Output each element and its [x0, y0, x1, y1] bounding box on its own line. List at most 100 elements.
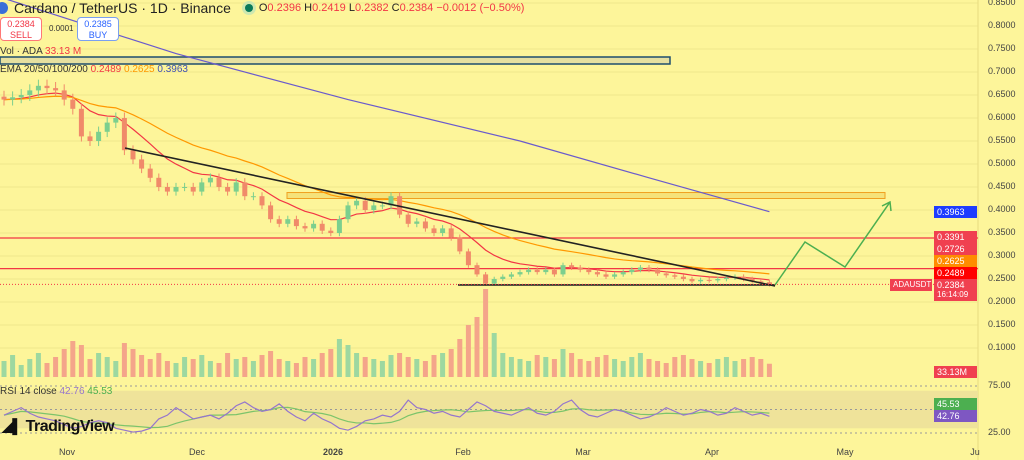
volume-bar: [27, 359, 33, 377]
volume-bar: [517, 359, 523, 377]
price-tick: 0.1500: [988, 319, 1016, 329]
candle: [10, 97, 16, 100]
candle: [715, 279, 721, 281]
price-tick: 0.3000: [988, 250, 1016, 260]
price-tick: 0.5500: [988, 135, 1016, 145]
volume-bar: [371, 359, 377, 377]
candle: [508, 274, 514, 277]
rsi-legend[interactable]: RSI 14 close 42.76 45.53: [0, 386, 113, 397]
price-tick: 0.6000: [988, 112, 1016, 122]
candle: [354, 200, 360, 206]
volume-bar: [35, 353, 41, 377]
price-tick: 0.7500: [988, 43, 1016, 53]
ema-legend[interactable]: EMA 20/50/100/200 0.2489 0.2625 0.3963: [0, 64, 188, 75]
candle: [345, 205, 351, 220]
candle: [259, 196, 265, 206]
volume-bar: [405, 357, 411, 377]
volume-bar: [139, 355, 145, 377]
volume-bar: [689, 359, 695, 377]
price-tick: 0.2500: [988, 273, 1016, 283]
candle: [268, 205, 274, 220]
candle: [216, 177, 222, 187]
volume-bar: [113, 361, 119, 377]
volume-bar: [121, 343, 127, 377]
volume-bar: [715, 359, 721, 377]
volume-label: 33.13M: [934, 366, 977, 378]
volume-bar: [1, 361, 7, 377]
volume-legend[interactable]: Vol · ADA 33.13 M: [0, 46, 82, 57]
volume-bar: [388, 355, 394, 377]
volume-bar: [44, 363, 50, 377]
candle: [319, 223, 325, 231]
volume-bar: [164, 361, 170, 377]
volume-bar: [646, 359, 652, 377]
candle: [61, 90, 67, 100]
candle: [766, 282, 772, 285]
volume-bar: [70, 341, 76, 377]
volume-bar: [250, 361, 256, 377]
candle: [44, 85, 50, 89]
sell-button[interactable]: 0.2384 SELL: [0, 17, 42, 41]
rsi-ma-line: [3, 406, 770, 429]
volume-bar: [61, 349, 67, 377]
ema50-price-label: 0.2625: [934, 255, 977, 267]
rsi-tick: 25.00: [988, 427, 1011, 437]
candle: [706, 279, 712, 281]
volume-bar: [465, 325, 471, 377]
candle: [491, 279, 497, 284]
candle: [758, 281, 764, 283]
price-tick: 0.8000: [988, 20, 1016, 30]
candle: [629, 269, 635, 273]
symbol-price-tag: ADAUSDT: [890, 279, 932, 291]
zone-box: [0, 56, 671, 65]
candle: [328, 230, 334, 233]
volume-bar: [328, 349, 334, 377]
candle: [431, 228, 437, 233]
candle: [147, 168, 153, 178]
volume-bar: [706, 363, 712, 377]
level2-price-label: 0.2726: [934, 243, 977, 255]
buy-button[interactable]: 0.2385 BUY: [77, 17, 119, 41]
volume-bar: [336, 339, 342, 377]
candle: [121, 118, 127, 151]
volume-bar: [483, 289, 489, 377]
ema20-price-label: 0.2489: [934, 267, 977, 279]
tradingview-logo[interactable]: ◢▌ TradingView: [2, 418, 115, 435]
volume-bar: [569, 353, 575, 377]
candle: [207, 177, 213, 183]
volume-bar: [594, 357, 600, 377]
candle: [405, 214, 411, 224]
candle: [474, 265, 480, 275]
candle: [371, 205, 377, 210]
volume-bar: [422, 361, 428, 377]
volume-bar: [577, 359, 583, 377]
time-tick: Apr: [704, 447, 720, 457]
candle: [139, 159, 145, 169]
market-status-icon: [244, 4, 253, 12]
volume-bar: [551, 359, 557, 377]
candle: [78, 108, 84, 137]
candle: [285, 219, 291, 224]
time-tick: 2026: [322, 447, 344, 457]
volume-bar: [18, 365, 24, 377]
candle: [311, 223, 317, 229]
symbol-title[interactable]: Cardano / TetherUS · 1D · Binance: [14, 0, 231, 16]
last-price-label: 0.2384 16:14:09: [934, 279, 977, 301]
spread-value: 0.0001: [49, 24, 74, 33]
candle: [577, 267, 583, 270]
candle: [526, 269, 532, 273]
volume-bar: [543, 357, 549, 377]
rsi-tick: 75.00: [988, 380, 1011, 390]
candle: [663, 273, 669, 276]
candle: [457, 237, 463, 252]
candle: [620, 272, 626, 275]
volume-bar: [53, 357, 59, 377]
resistance-zone: [286, 192, 886, 200]
candle: [87, 136, 93, 141]
volume-bar: [457, 339, 463, 377]
volume-bar: [147, 359, 153, 377]
candle: [603, 274, 609, 277]
ohlc-values: O0.2396 H0.2419 L0.2382 C0.2384 −0.0012 …: [258, 2, 525, 14]
candle: [35, 85, 41, 91]
